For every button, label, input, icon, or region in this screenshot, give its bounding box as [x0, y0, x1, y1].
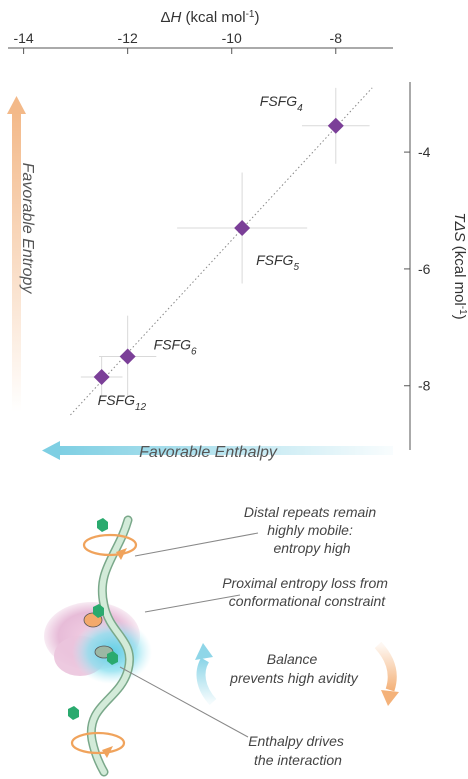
y-tick-label-2: -8	[418, 378, 431, 394]
note-distal-line-3: entropy high	[273, 540, 350, 556]
x-tick-label-2: -10	[222, 30, 242, 46]
balance-arrow-down	[374, 641, 399, 706]
label-base-fsfg5: FSFG	[256, 252, 293, 268]
note-balance: Balance prevents high avidity	[229, 651, 359, 686]
balance-arrow-up	[195, 643, 217, 706]
note-balance-line-1: Balance	[267, 651, 318, 667]
bead-top	[97, 518, 108, 532]
x-tick-label-3: -8	[330, 30, 343, 46]
label-fsfg4: FSFG4	[260, 93, 303, 114]
point-fsfg4: FSFG4	[260, 87, 370, 164]
y-axis-title-close: )	[451, 315, 468, 320]
note-enthalpy-line-1: Enthalpy drives	[248, 733, 344, 749]
x-axis-ticks: -14 -12 -10 -8	[13, 30, 342, 54]
point-fsfg12: FSFG12	[80, 356, 147, 413]
rotation-arrow-top	[82, 533, 138, 560]
label-fsfg5: FSFG5	[256, 252, 299, 273]
marker-fsfg4	[327, 117, 344, 134]
polymer-strand-fill	[88, 517, 133, 775]
marker-fsfg6	[119, 348, 136, 365]
bead-lower-mid	[107, 651, 118, 665]
bead-bottom	[68, 706, 79, 720]
favorable-entropy-label: Favorable Entropy	[19, 163, 36, 295]
note-enthalpy: Enthalpy drives the interaction	[248, 733, 348, 768]
note-distal-line-1: Distal repeats remain	[244, 504, 376, 520]
y-axis-title-unit: (kcal mol	[451, 242, 468, 306]
leader-proximal	[144, 594, 241, 613]
rotation-arrow-bottom	[70, 731, 126, 758]
marker-fsfg12	[93, 368, 110, 385]
note-balance-line-2: prevents high avidity	[229, 670, 359, 686]
x-axis-title-var: H	[171, 9, 182, 26]
point-fsfg6: FSFG6	[99, 315, 197, 398]
favorable-entropy-arrow: Favorable Entropy	[7, 96, 36, 412]
y-tick-label-1: -6	[418, 261, 431, 277]
x-axis-title-sup: -1	[246, 9, 255, 20]
label-sub-fsfg12: 12	[135, 402, 147, 413]
note-distal-line-2: highly mobile:	[267, 522, 353, 538]
fit-line	[70, 87, 373, 416]
note-proximal-line-2: conformational constraint	[229, 593, 387, 609]
note-distal: Distal repeats remain highly mobile: ent…	[244, 504, 380, 556]
scatter-chart: ΔH (kcal mol-1) -14 -12 -10 -8 -4-6-8 TΔS (…	[7, 9, 468, 461]
label-sub-fsfg6: 6	[191, 347, 197, 358]
x-tick-label-0: -14	[13, 30, 33, 46]
favorable-enthalpy-label: Favorable Enthalpy	[139, 444, 278, 461]
x-axis-title-unit: (kcal mol	[181, 9, 245, 26]
y-tick-label-0: -4	[418, 144, 431, 160]
y-axis-title-var: TΔS	[451, 212, 468, 241]
x-axis-title: ΔH (kcal mol-1)	[161, 9, 260, 26]
label-sub-fsfg5: 5	[293, 262, 299, 273]
label-base-fsfg4: FSFG	[260, 93, 297, 109]
y-axis-title: TΔS (kcal mol-1)	[451, 212, 468, 319]
note-proximal: Proximal entropy loss from conformationa…	[222, 575, 392, 609]
x-axis-title-delta: Δ	[161, 9, 171, 26]
binding-schematic: Distal repeats remain highly mobile: ent…	[44, 504, 399, 777]
label-sub-fsfg4: 4	[297, 103, 303, 114]
leader-distal	[134, 532, 259, 557]
y-axis-ticks: -4 -6 -8	[404, 144, 431, 394]
label-base-fsfg6: FSFG	[154, 337, 191, 353]
label-fsfg6: FSFG6	[154, 337, 197, 358]
x-tick-label-1: -12	[118, 30, 138, 46]
leader-enthalpy	[119, 666, 249, 738]
x-axis-title-close: )	[254, 9, 259, 26]
note-enthalpy-line-2: the interaction	[254, 752, 342, 768]
label-base-fsfg12: FSFG	[98, 392, 135, 408]
y-axis-title-sup: -1	[457, 306, 468, 315]
favorable-enthalpy-arrow: Favorable Enthalpy	[42, 441, 393, 461]
note-proximal-line-1: Proximal entropy loss from	[222, 575, 388, 591]
label-fsfg12: FSFG12	[98, 392, 147, 413]
bead-upper-mid	[93, 604, 104, 618]
marker-fsfg5	[234, 220, 251, 237]
point-fsfg5: FSFG5	[177, 172, 308, 284]
